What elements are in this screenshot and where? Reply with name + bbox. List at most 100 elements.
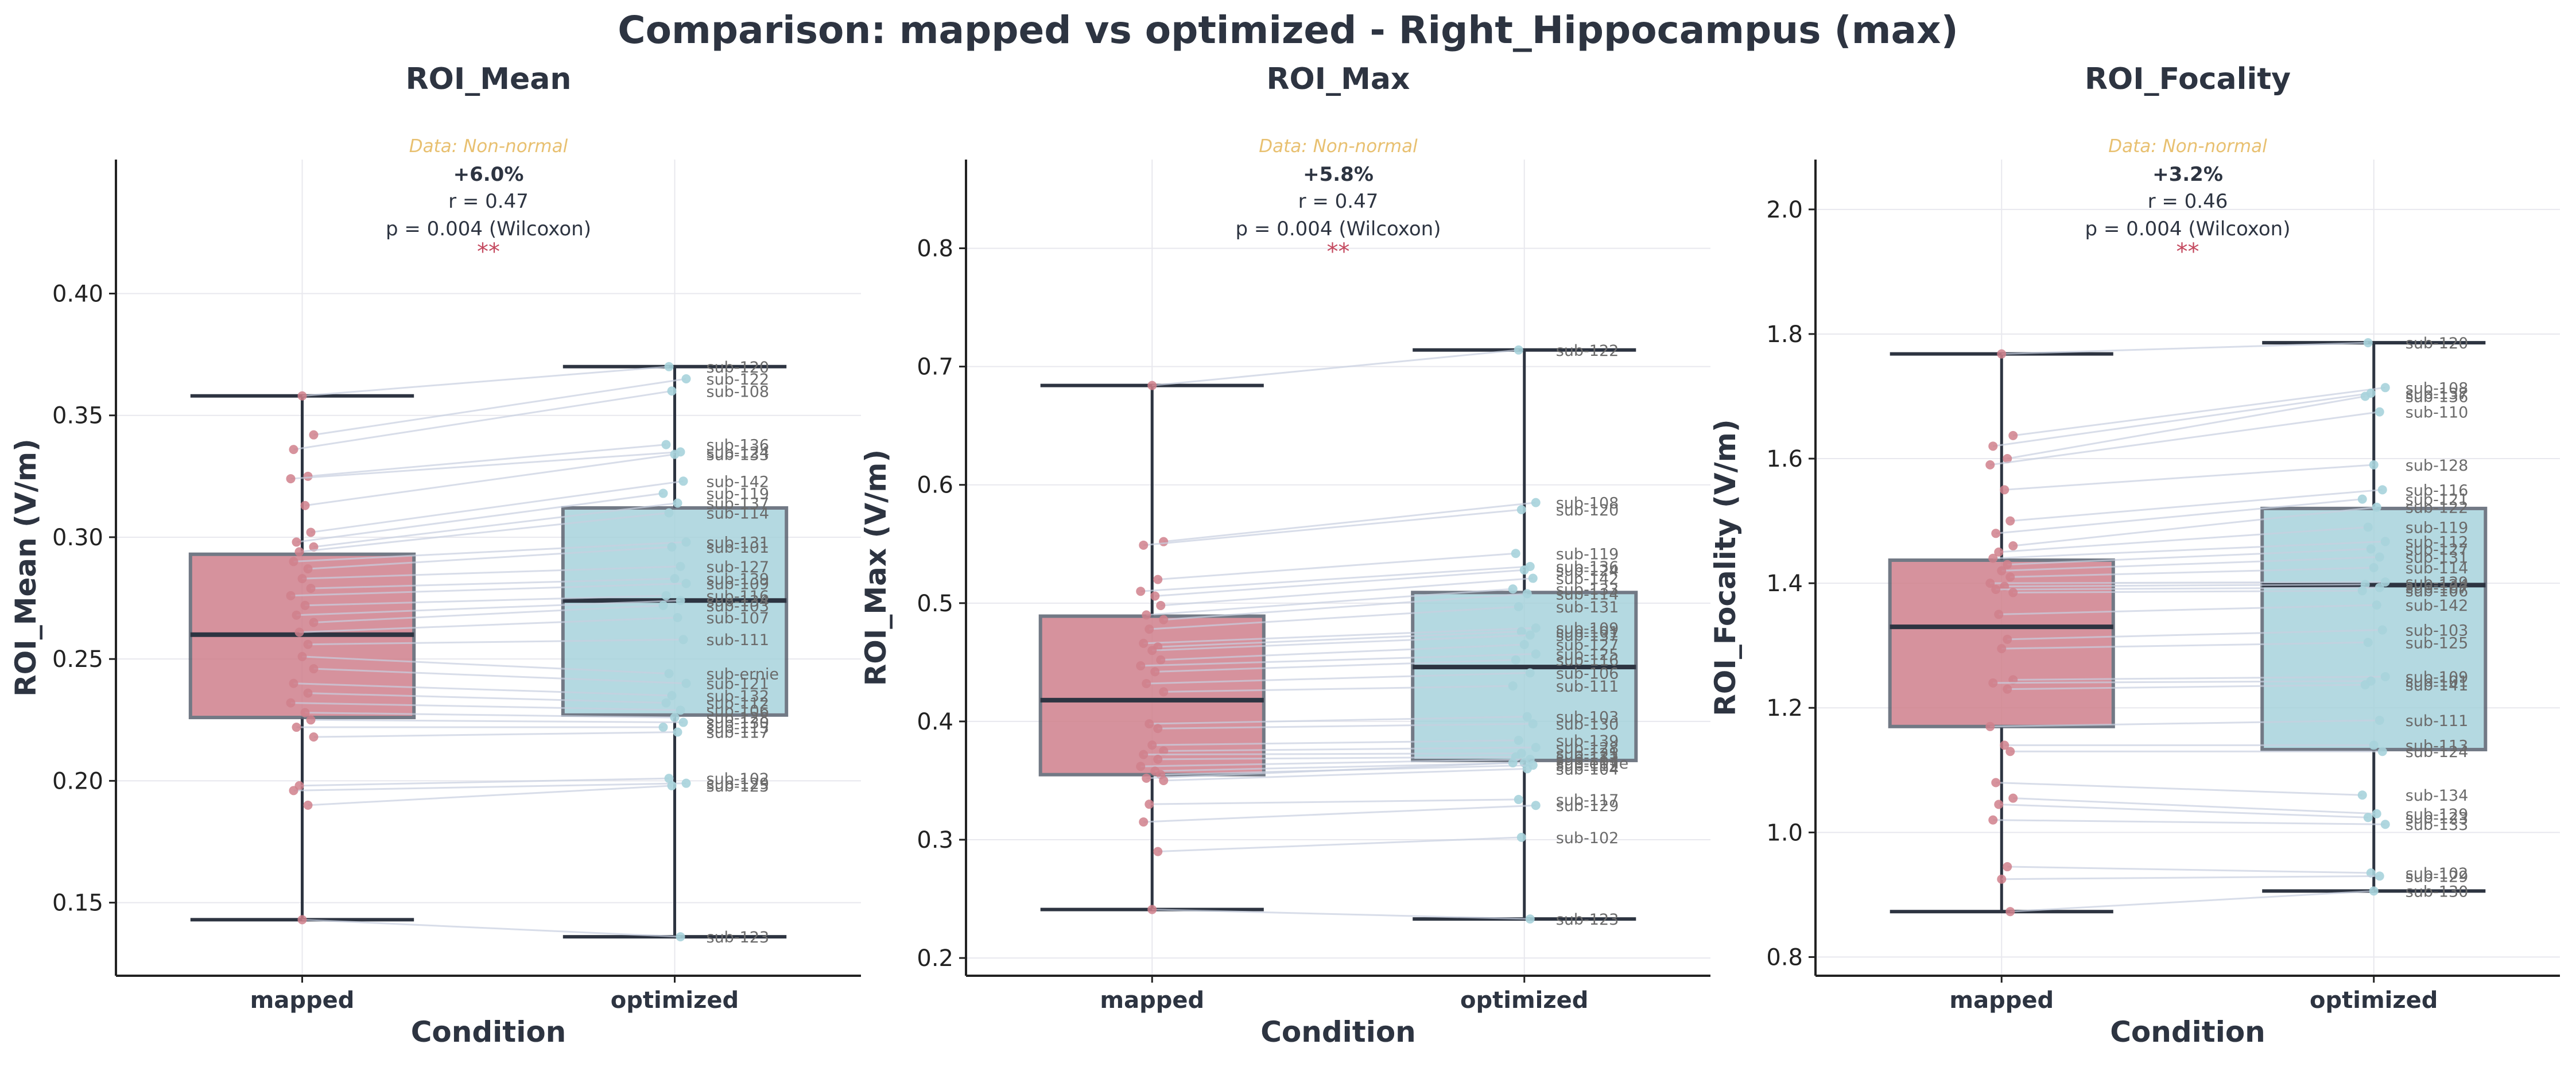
subject-line <box>313 668 686 685</box>
subject-label: sub-136 <box>707 437 770 455</box>
subject-line <box>1140 758 1530 767</box>
subject-label: sub-108 <box>1556 495 1619 513</box>
point-mapped <box>306 527 316 537</box>
subject-line <box>302 655 669 675</box>
subject-label: sub-109 <box>707 576 770 593</box>
point-mapped <box>306 715 316 725</box>
point-optimized <box>1525 668 1535 678</box>
point-optimized <box>678 476 688 486</box>
subject-label: sub-125 <box>1556 646 1619 664</box>
point-mapped <box>1985 579 1995 588</box>
subject-line <box>1158 630 1522 648</box>
point-optimized <box>673 613 682 623</box>
point-optimized <box>664 669 674 678</box>
point-mapped <box>1991 529 2001 538</box>
subject-label: sub-109 <box>1556 620 1619 638</box>
subject-label: sub-110 <box>2406 404 2469 422</box>
subject-line <box>311 480 684 533</box>
subject-line <box>308 638 684 646</box>
point-optimized <box>1531 498 1541 507</box>
point-optimized <box>658 488 668 498</box>
point-mapped <box>286 591 296 600</box>
point-optimized <box>2380 383 2390 393</box>
y-tick-label: 0.8 <box>917 236 953 262</box>
point-optimized <box>676 561 685 571</box>
point-optimized <box>2380 537 2390 546</box>
subject-line <box>2013 797 2377 815</box>
subject-label: sub-127 <box>1556 637 1619 654</box>
point-optimized <box>681 537 691 547</box>
point-mapped <box>306 584 316 593</box>
point-mapped <box>309 430 319 440</box>
point-optimized <box>2372 600 2381 610</box>
point-mapped <box>2003 634 2012 644</box>
y-tick-label: 1.2 <box>1766 695 1803 721</box>
y-tick-label: 0.2 <box>917 945 953 972</box>
point-mapped <box>1142 678 1151 688</box>
subject-label: sub-139 <box>707 571 770 588</box>
point-mapped <box>297 915 307 925</box>
point-mapped <box>1139 638 1149 648</box>
subject-line <box>1143 804 1536 823</box>
subject-line <box>1152 909 1530 920</box>
subject-line <box>1990 719 2380 728</box>
subject-label: sub-141 <box>2406 677 2469 694</box>
point-optimized <box>678 635 688 645</box>
box-optimized <box>1411 591 1638 762</box>
point-optimized <box>670 449 680 459</box>
subject-line <box>311 719 684 724</box>
point-mapped <box>1994 610 2004 619</box>
subject-line <box>1146 588 1513 616</box>
point-mapped <box>2003 684 2012 694</box>
subject-line <box>1149 716 1527 725</box>
subject-line <box>1155 569 1524 597</box>
subject-label: sub-102 <box>707 770 770 788</box>
subject-label: sub-122 <box>2406 499 2469 517</box>
point-optimized <box>2377 747 2387 756</box>
point-optimized <box>678 717 688 727</box>
subject-label: sub-129 <box>2406 868 2469 886</box>
point-optimized <box>1522 589 1532 599</box>
point-mapped <box>2003 454 2012 464</box>
subject-label: sub-116 <box>707 588 770 606</box>
point-mapped <box>1994 547 2004 557</box>
subject-line <box>1996 498 2362 534</box>
subject-line <box>1993 392 2371 447</box>
subject-label: sub-122 <box>1556 342 1619 360</box>
point-optimized <box>1514 602 1523 612</box>
y-tick-label: 0.8 <box>1766 944 1803 971</box>
point-optimized <box>2380 577 2390 587</box>
point-optimized <box>2372 502 2381 512</box>
subject-label: sub-101 <box>1556 623 1619 641</box>
point-optimized <box>2375 552 2384 562</box>
point-mapped <box>2008 541 2018 551</box>
subject-label: sub-111 <box>1556 678 1619 696</box>
point-optimized <box>1514 735 1523 745</box>
subject-line <box>2001 875 2380 880</box>
y-tick-label: 0.20 <box>52 768 103 794</box>
subject-label: sub-101 <box>2406 673 2469 691</box>
subject-label: sub-121 <box>707 676 770 693</box>
point-mapped <box>1997 566 2007 576</box>
point-mapped <box>2003 862 2012 872</box>
point-mapped <box>1142 610 1151 620</box>
subject-line <box>302 366 669 397</box>
subject-label: sub-137 <box>1556 627 1619 645</box>
point-optimized <box>2366 544 2376 554</box>
subject-line <box>2010 488 2383 522</box>
point-optimized <box>1511 655 1520 665</box>
effect-size: r = 0.46 <box>2148 190 2228 213</box>
point-optimized <box>676 705 685 715</box>
subject-line <box>293 682 672 697</box>
point-mapped <box>292 610 301 620</box>
point-mapped <box>297 391 307 401</box>
subject-label: sub-122 <box>707 371 770 389</box>
subject-line <box>2001 641 2368 650</box>
subject-line <box>1146 672 1530 685</box>
subject-label: sub-ernie <box>707 666 779 684</box>
subject-label: sub-103 <box>707 597 770 615</box>
subject-label: sub-106 <box>1556 665 1619 682</box>
normality-note: Data: Non-normal <box>2108 136 2267 157</box>
subject-label: sub-124 <box>2406 743 2469 761</box>
subject-label: sub-116 <box>2406 482 2469 499</box>
